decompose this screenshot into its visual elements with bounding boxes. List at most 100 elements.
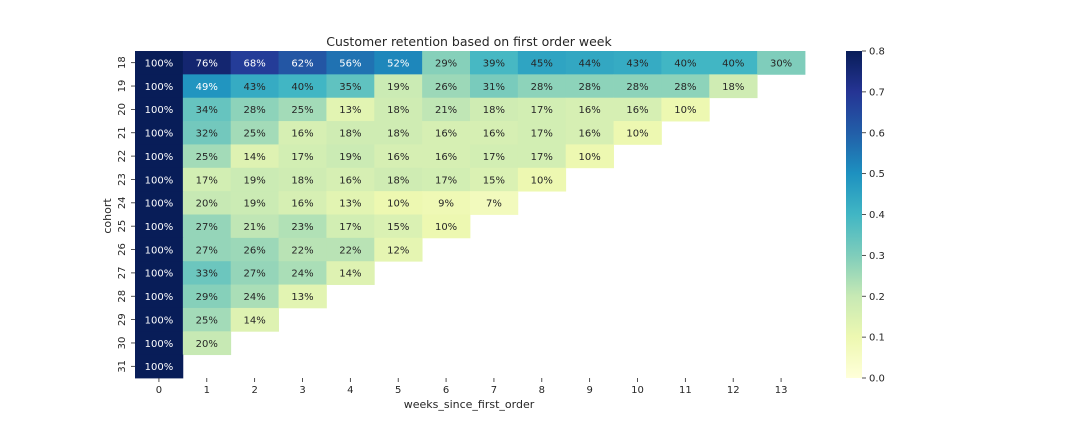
cell-value-label: 21% — [244, 222, 266, 233]
cell-value-label: 16% — [435, 152, 457, 163]
heatmap-cell — [135, 354, 184, 379]
heatmap-cell — [565, 74, 614, 99]
heatmap-cell — [230, 237, 279, 262]
cell-value-label: 16% — [435, 129, 457, 140]
cell-value-label: 26% — [244, 245, 266, 256]
heatmap-cell — [613, 74, 662, 99]
cell-value-label: 100% — [145, 199, 174, 210]
cell-value-label: 40% — [291, 82, 313, 93]
y-axis-label: cohort — [101, 198, 114, 234]
cell-value-label: 39% — [483, 58, 505, 69]
heatmap-cell — [422, 121, 471, 145]
cell-value-label: 100% — [145, 269, 174, 280]
heatmap-cell — [470, 74, 519, 99]
x-tick-label: 7 — [491, 385, 497, 396]
colorbar-tick-label: 0.7 — [869, 87, 885, 98]
cell-value-label: 19% — [244, 199, 266, 210]
colorbar-gradient — [846, 51, 862, 378]
cell-value-label: 28% — [244, 105, 266, 116]
colorbar-tick-label: 0.8 — [869, 47, 885, 58]
heatmap-cell — [613, 121, 662, 145]
heatmap-cell — [422, 51, 471, 75]
cell-value-label: 28% — [674, 82, 696, 93]
heatmap-cell — [374, 121, 423, 145]
heatmap-cell — [278, 261, 327, 285]
cell-value-label: 27% — [244, 269, 266, 280]
cell-value-label: 25% — [244, 129, 266, 140]
cell-value-label: 31% — [483, 82, 505, 93]
cell-value-label: 15% — [483, 175, 505, 186]
heatmap-cell — [565, 144, 614, 169]
heatmap-cell — [374, 237, 423, 262]
cell-value-label: 100% — [145, 175, 174, 186]
cell-value-label: 29% — [196, 292, 218, 303]
heatmap-cell — [230, 97, 279, 122]
cell-value-label: 15% — [387, 222, 409, 233]
x-tick-label: 2 — [251, 385, 257, 396]
heatmap-cell — [135, 237, 184, 262]
x-tick-label: 4 — [347, 385, 353, 396]
x-tick-label: 3 — [299, 385, 305, 396]
heatmap-cell — [517, 74, 567, 99]
cell-value-label: 100% — [145, 339, 174, 350]
y-tick-label: 24 — [117, 196, 128, 209]
cell-value-label: 18% — [483, 105, 505, 116]
x-axis-label: weeks_since_first_order — [404, 398, 535, 411]
cell-value-label: 17% — [435, 175, 457, 186]
cell-value-label: 100% — [145, 362, 174, 373]
cell-value-label: 18% — [387, 105, 409, 116]
heatmap-cell — [182, 121, 232, 145]
heatmap-cell — [470, 121, 519, 145]
heatmap-cell — [135, 191, 184, 215]
heatmap-cell — [326, 97, 375, 122]
cell-value-label: 20% — [196, 339, 218, 350]
heatmap-cell — [278, 51, 327, 75]
y-tick-label: 26 — [117, 243, 128, 256]
cell-value-label: 10% — [674, 105, 696, 116]
heatmap-cell — [230, 144, 279, 169]
heatmap-cell — [135, 307, 184, 332]
heatmap-cell — [278, 74, 327, 99]
cell-value-label: 100% — [145, 315, 174, 326]
y-axis: 18 19 20 21 22 23 24 25 26 27 28 29 30 31 — [117, 56, 135, 373]
heatmap-cell — [182, 284, 232, 309]
cell-value-label: 100% — [145, 129, 174, 140]
cell-value-label: 16% — [387, 152, 409, 163]
heatmap-cell — [422, 74, 471, 99]
heatmap-cell — [182, 237, 232, 262]
y-tick-label: 28 — [117, 290, 128, 303]
heatmap-cell — [326, 51, 375, 75]
cell-value-label: 30% — [770, 58, 792, 69]
cell-value-label: 26% — [435, 82, 457, 93]
cell-value-label: 33% — [196, 269, 218, 280]
cell-value-label: 13% — [291, 292, 313, 303]
heatmap-cell — [517, 97, 567, 122]
heatmap-cell — [278, 144, 327, 169]
heatmap-cell — [757, 51, 806, 75]
heatmap-cell — [326, 121, 375, 145]
x-tick-label: 13 — [775, 385, 788, 396]
cell-value-label: 29% — [435, 58, 457, 69]
colorbar: 0.0 0.1 0.2 0.3 0.4 0.5 0.6 0.7 0.8 — [846, 47, 885, 385]
cell-value-label: 14% — [339, 269, 361, 280]
cell-value-label: 10% — [531, 175, 553, 186]
cell-value-label: 16% — [579, 129, 601, 140]
heatmap-cell — [326, 237, 375, 262]
heatmap-cell — [230, 307, 279, 332]
cell-value-label: 21% — [435, 105, 457, 116]
cell-value-label: 10% — [579, 152, 601, 163]
cell-value-label: 17% — [531, 129, 553, 140]
heatmap-cell — [182, 97, 232, 122]
x-tick-label: 9 — [586, 385, 592, 396]
cell-value-label: 13% — [339, 199, 361, 210]
heatmap-cell — [661, 51, 710, 75]
heatmap-cell — [374, 167, 423, 192]
cell-value-label: 25% — [196, 315, 218, 326]
heatmap-cell — [470, 191, 519, 215]
cell-value-label: 43% — [244, 82, 266, 93]
x-tick-label: 11 — [679, 385, 692, 396]
cell-value-label: 62% — [291, 58, 313, 69]
colorbar-tick-label: 0.5 — [869, 169, 885, 180]
colorbar-tick-label: 0.2 — [869, 292, 885, 303]
heatmap-cells — [135, 51, 806, 379]
